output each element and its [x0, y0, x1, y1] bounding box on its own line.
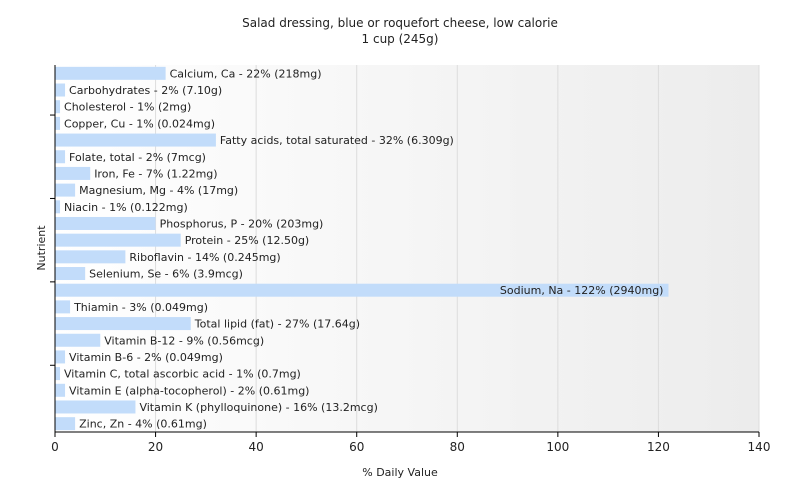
x-tick-label: 120	[647, 440, 670, 454]
bar	[55, 383, 66, 397]
bar-label: Folate, total - 2% (7mcg)	[69, 151, 206, 164]
bar	[55, 417, 76, 431]
bar	[55, 283, 669, 297]
chart-title: Salad dressing, blue or roquefort cheese…	[242, 16, 558, 30]
bar-label: Zinc, Zn - 4% (0.61mg)	[79, 418, 207, 431]
bar-label: Copper, Cu - 1% (0.024mg)	[64, 117, 215, 130]
bar-label: Vitamin K (phylloquinone) - 16% (13.2mcg…	[139, 401, 377, 414]
bar-label: Vitamin E (alpha-tocopherol) - 2% (0.61m…	[69, 384, 309, 397]
bar	[55, 367, 61, 381]
chart-subtitle: 1 cup (245g)	[361, 32, 439, 46]
bar	[55, 133, 216, 147]
x-tick-label: 0	[51, 440, 59, 454]
bar-label: Cholesterol - 1% (2mg)	[64, 101, 191, 114]
x-tick-label: 60	[349, 440, 364, 454]
bar-label: Phosphorus, P - 20% (203mg)	[160, 217, 324, 230]
bar-label: Thiamin - 3% (0.049mg)	[73, 301, 208, 314]
x-tick-label: 100	[546, 440, 569, 454]
bar	[55, 267, 86, 281]
bar-label: Vitamin C, total ascorbic acid - 1% (0.7…	[64, 368, 301, 381]
bar	[55, 400, 136, 414]
bar	[55, 83, 66, 97]
bar-label: Riboflavin - 14% (0.245mg)	[129, 251, 280, 264]
bar-label: Vitamin B-12 - 9% (0.56mcg)	[104, 334, 264, 347]
y-axis-label: Nutrient	[35, 225, 48, 271]
bar	[55, 300, 71, 314]
bar-label: Selenium, Se - 6% (3.9mcg)	[89, 268, 243, 281]
chart-title-block: Salad dressing, blue or roquefort cheese…	[0, 15, 800, 47]
bar	[55, 233, 181, 247]
bar	[55, 100, 61, 114]
bar	[55, 183, 76, 197]
bar-label: Magnesium, Mg - 4% (17mg)	[79, 184, 238, 197]
bar-label: Niacin - 1% (0.122mg)	[64, 201, 188, 214]
bar	[55, 116, 61, 130]
x-tick-label: 20	[148, 440, 163, 454]
x-axis-label: % Daily Value	[362, 466, 438, 479]
x-tick-label: 140	[748, 440, 771, 454]
bar-label: Iron, Fe - 7% (1.22mg)	[94, 167, 217, 180]
bar	[55, 166, 91, 180]
x-tick-label: 80	[450, 440, 465, 454]
x-tick-label: 40	[249, 440, 264, 454]
bar	[55, 150, 66, 164]
bar	[55, 66, 166, 80]
bar-label: Calcium, Ca - 22% (218mg)	[170, 67, 322, 80]
bar	[55, 350, 66, 364]
bar-label: Total lipid (fat) - 27% (17.64g)	[194, 318, 360, 331]
bar-label: Sodium, Na - 122% (2940mg)	[500, 284, 664, 297]
bar	[55, 333, 101, 347]
bar-label: Vitamin B-6 - 2% (0.049mg)	[69, 351, 223, 364]
bar	[55, 200, 61, 214]
bar	[55, 317, 191, 331]
bar-label: Protein - 25% (12.50g)	[185, 234, 310, 247]
bar-label: Fatty acids, total saturated - 32% (6.30…	[220, 134, 454, 147]
bar-label: Carbohydrates - 2% (7.10g)	[69, 84, 222, 97]
bar	[55, 250, 126, 264]
plot-area	[55, 65, 759, 432]
bar	[55, 216, 156, 230]
